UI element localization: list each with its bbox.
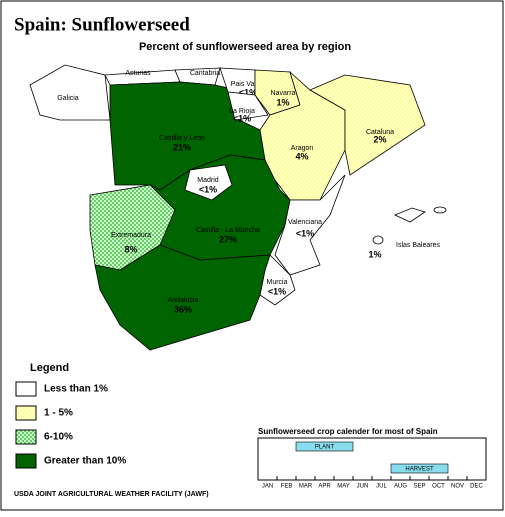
month-label: OCT [432,484,445,490]
region-value: 36% [174,304,192,314]
region-name: Islas Baleares [396,242,440,249]
footer: USDA JOINT AGRICULTURAL WEATHER FACILITY… [14,491,209,498]
region-value: <1% [296,228,314,238]
region-name: Galicia [57,95,79,102]
island [372,235,384,245]
region-name: Valenciana [288,219,322,226]
region [94,244,271,351]
region-name: Extremadura [111,232,151,239]
region [227,91,269,121]
calendar: JAN FEB MAR APR MAY JUN JUL AUG SEP OCT NOV DEC PLAN… [257,441,483,490]
phase-bar [390,463,449,474]
phase-bar [295,441,354,452]
region-name: Asturias [125,70,151,77]
legend-swatch [15,405,37,421]
region-value: 1% [276,97,289,107]
region [184,164,233,201]
region [274,174,346,276]
region-value: <1% [268,286,286,296]
region-name: Aragon [291,145,314,152]
region-value: <1% [239,87,257,97]
month-label: JAN [262,484,273,490]
month-label: FEB [281,484,293,490]
region-name: La Rioja [229,108,255,115]
region [394,207,426,223]
month-label: JUL [376,484,387,490]
legend-label: Less than 1% [44,384,108,395]
month-label: APR [318,484,331,490]
calendar-box [257,437,487,481]
title: Spain: Sunflowerseed [14,14,190,35]
region-value: <1% [233,113,251,123]
legend-label: 6-10% [44,432,73,443]
region [29,64,111,121]
legend-swatch [15,453,37,469]
region-name: Navarra [271,90,296,97]
month-label: MAY [337,484,350,490]
region-name: Pais Vasco [231,81,266,88]
legend-title: Legend [30,362,69,374]
calendar-title: Sunflowerseed crop calender for most of … [258,427,438,436]
region [309,74,426,176]
subtitle: Percent of sunflowerseed area by region [139,41,351,53]
region-name: Andalucia [168,297,199,304]
month-label: JUN [357,484,369,490]
legend: Less than 1% 1 - 5% 6-10% Greater than 10% [15,381,126,469]
phase-label: HARVEST [405,467,434,473]
region-value: 2% [373,134,386,144]
region-value: 27% [219,234,237,244]
legend-label: 1 - 5% [44,408,73,419]
region-name: Castilla y Leon [159,135,205,142]
region-value: <1% [199,184,217,194]
region-name: Castilla - La Mancha [196,227,260,234]
phase-label: PLANT [315,445,335,451]
month-label: MAR [299,484,313,490]
region-name: Cantabria [190,70,220,77]
region-value: 1% [368,249,381,259]
island [433,206,447,214]
region-name: Cataluna [366,129,394,136]
month-label: DEC [470,484,483,490]
month-label: NOV [451,484,464,490]
month-label: SEP [413,484,425,490]
legend-label: Greater than 10% [44,456,126,467]
region-value: 4% [295,151,308,161]
region-name: Madrid [197,177,219,184]
legend-swatch [15,381,37,397]
region-value: 8% [124,244,137,254]
region-value: 21% [173,142,191,152]
month-label: AUG [394,484,407,490]
region-name: Murcia [266,279,287,286]
legend-swatch [15,429,37,445]
